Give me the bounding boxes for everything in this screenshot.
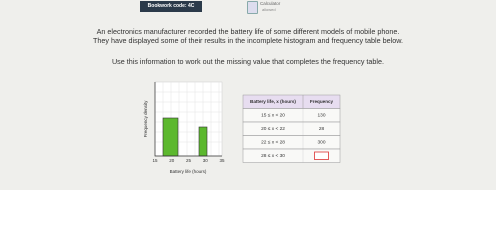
table-row — [242, 121, 341, 136]
question-text: An electronics manufacturer recorded the… — [96, 27, 400, 36]
x-tick-label: 35 — [219, 158, 225, 163]
frequency-cell: 28 — [319, 126, 325, 132]
x-tick-label: 30 — [203, 158, 209, 163]
figures: Frequency density Battery life (hours) 1… — [143, 81, 341, 174]
class-cell: 15 ≤ x < 20 — [261, 113, 285, 119]
y-axis-label: Frequency density — [143, 100, 148, 138]
frequency-table: Battery life, x (hours) Frequency 15 ≤ x <… — [242, 94, 341, 163]
x-axis-label: Battery life (hours) — [170, 169, 207, 174]
calculator-label: Calculator — [260, 1, 281, 6]
class-cell: 28 ≤ x < 30 — [261, 153, 285, 159]
histogram: Frequency density Battery life (hours) 1… — [143, 81, 225, 174]
bar — [162, 117, 179, 157]
instruction: Use this information to work out the mis… — [111, 57, 385, 66]
x-ticks: 15 20 25 30 35 — [152, 158, 225, 163]
x-tick-label: 25 — [186, 158, 192, 163]
worksheet: Bookwork code: 4C Calculator allowed An … — [0, 0, 496, 190]
calculator-icon — [247, 1, 258, 14]
answer-box — [314, 151, 329, 160]
x-tick-label: 15 — [152, 158, 158, 163]
axes — [154, 82, 222, 157]
frequency-cell: 300 — [317, 140, 325, 146]
header-cell: Battery life, x (hours) — [250, 99, 296, 104]
question-text: They have displayed some of their result… — [92, 36, 404, 45]
header-cell: Frequency — [310, 99, 334, 104]
class-cell: 22 ≤ x < 28 — [261, 140, 285, 146]
bar — [198, 126, 208, 157]
calculator-note: allowed — [262, 7, 276, 12]
bookwork-code: Bookwork code: 4C — [140, 1, 202, 12]
frequency-cell: 130 — [317, 113, 325, 119]
class-cell: 20 ≤ x < 22 — [261, 126, 285, 132]
x-tick-label: 20 — [169, 158, 175, 163]
